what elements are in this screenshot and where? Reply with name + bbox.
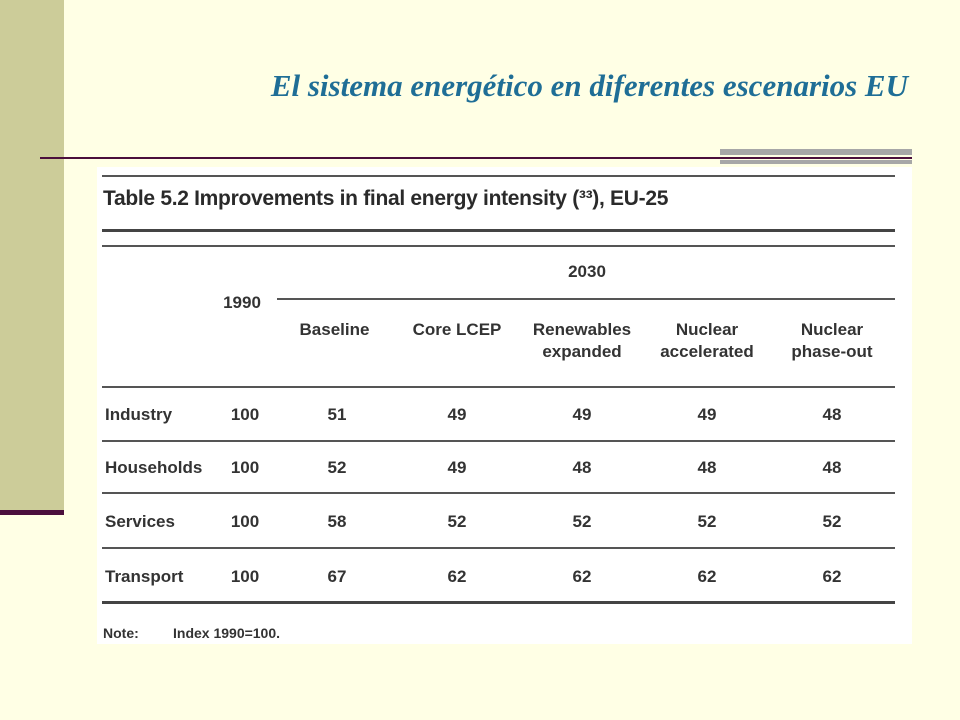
table-cell: 52: [447, 512, 467, 531]
table-cell: 100: [230, 512, 260, 531]
table-rule-top: [102, 175, 895, 177]
table-cell: 100: [230, 458, 260, 477]
table-cell: 67: [327, 567, 347, 586]
table-note-text: Index 1990=100.: [173, 625, 281, 641]
col-header-renewables: Renewables expanded: [532, 320, 632, 361]
table-rule-bottom: [102, 601, 895, 604]
table-cell: 52: [822, 512, 842, 531]
col-header-baseline: Baseline: [299, 320, 370, 339]
table-caption: Table 5.2 Improvements in final energy i…: [103, 187, 669, 210]
table-cell: 52: [697, 512, 717, 531]
table-note-label: Note:: [103, 625, 139, 641]
table-rule-2030: [277, 298, 895, 300]
title-rule-accent: [720, 149, 912, 155]
table-cell: 51: [327, 405, 347, 424]
table-rule-caption: [102, 229, 895, 232]
header-2030: 2030: [568, 262, 606, 281]
table-cell: 100: [230, 567, 260, 586]
table-cell: 49: [447, 458, 467, 477]
table-cell: 48: [572, 458, 592, 477]
row-label-households: Households: [105, 458, 203, 477]
table-cell: 49: [697, 405, 717, 424]
table-cell: 48: [822, 405, 842, 424]
table-cell: 62: [697, 567, 717, 586]
table-cell: 52: [327, 458, 347, 477]
title-rule-accent-lower: [720, 160, 912, 164]
left-decor-bar: [0, 0, 64, 512]
table-cell: 62: [572, 567, 592, 586]
table-cell: 100: [230, 405, 260, 424]
slide-title: El sistema energético en diferentes esce…: [270, 68, 908, 103]
table-cell: 48: [822, 458, 842, 477]
row-label-services: Services: [105, 512, 175, 531]
table-cell: 49: [572, 405, 592, 424]
row-label-industry: Industry: [105, 405, 173, 424]
title-rule: [40, 157, 912, 159]
header-1990: 1990: [223, 293, 261, 312]
table-cell: 49: [447, 405, 467, 424]
col-header-nuclear-phase-out: Nuclear phase-out: [791, 320, 873, 361]
table-cell: 62: [447, 567, 467, 586]
table-row-rule: [102, 547, 895, 549]
left-accent-line: [0, 510, 64, 515]
table-cell: 62: [822, 567, 842, 586]
col-header-core-lcep: Core LCEP: [412, 320, 502, 339]
table-cell: 48: [697, 458, 717, 477]
table-rule-header-top: [102, 245, 895, 247]
table-row-rule: [102, 492, 895, 494]
energy-intensity-table: Table 5.2 Improvements in final energy i…: [97, 167, 912, 644]
table-cell: 52: [572, 512, 592, 531]
row-label-transport: Transport: [105, 567, 184, 586]
col-header-nuclear-accelerated: Nuclear accelerated: [660, 320, 754, 361]
table-row-rule: [102, 440, 895, 442]
table-cell: 58: [327, 512, 347, 531]
table-rule-header-bottom: [102, 386, 895, 388]
